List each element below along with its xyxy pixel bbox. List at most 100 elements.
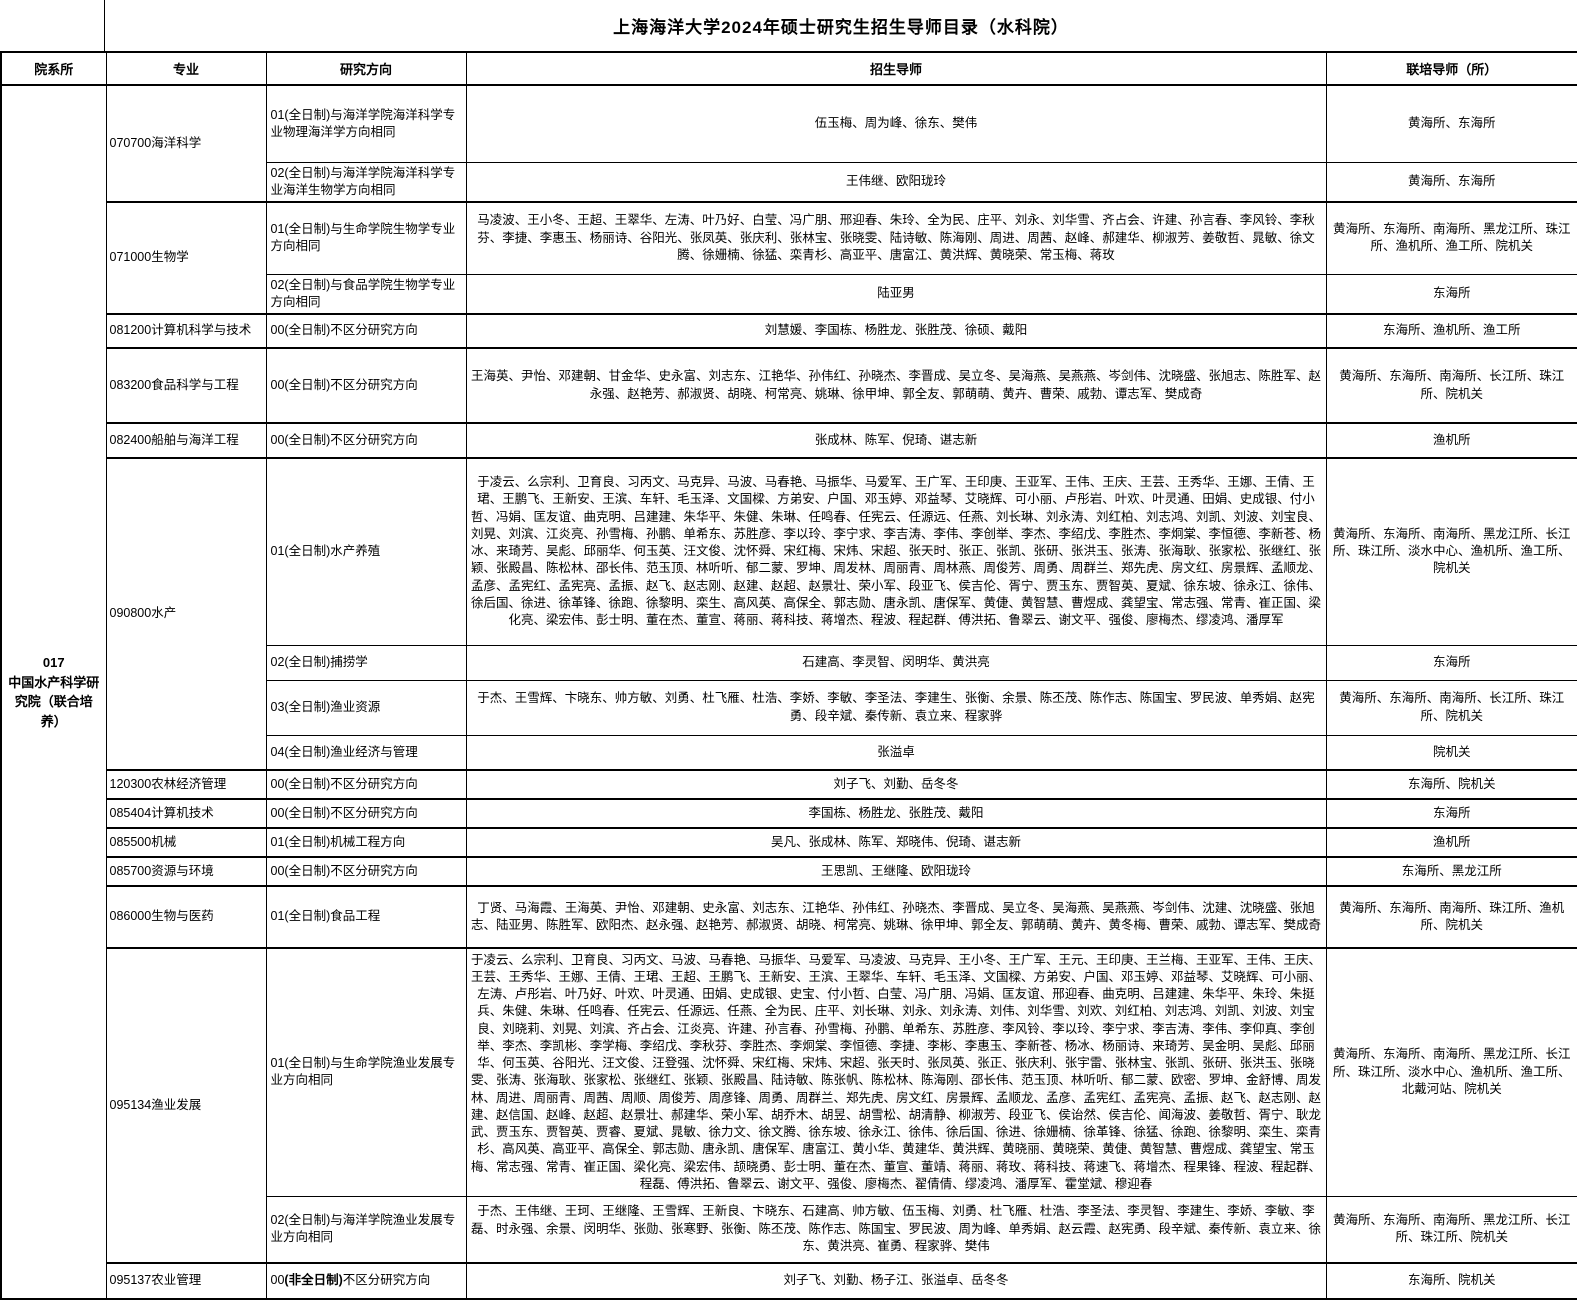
direction-cell: 00(全日制)不区分研究方向	[265, 856, 467, 887]
joint-institutes-cell: 东海所、院机关	[1325, 1262, 1577, 1300]
department-code: 017	[42, 655, 65, 670]
major-cell: 070700海洋科学	[105, 84, 267, 203]
direction-cell: 00(全日制)不区分研究方向	[265, 798, 467, 829]
joint-institutes-cell: 黄海所、东海所、南海所、黑龙江所、长江所、珠江所、院机关	[1325, 1195, 1577, 1264]
joint-institutes-cell: 东海所、院机关	[1325, 769, 1577, 800]
supervisors-cell: 于杰、王伟继、王珂、王继隆、王雪辉、王新良、卞晓东、石建高、帅方敏、伍玉梅、刘勇…	[465, 1195, 1327, 1264]
col-header-major: 专业	[105, 51, 267, 86]
joint-institutes-cell: 院机关	[1325, 734, 1577, 771]
joint-institutes-cell: 黄海所、东海所	[1325, 161, 1577, 203]
supervisors-cell: 马凌波、王小冬、王超、王翠华、左涛、叶乃好、白莹、冯广朋、邢迎春、朱玲、全为民、…	[465, 201, 1327, 275]
table-row: 085500机械 01(全日制)机械工程方向 吴凡、张成林、陈军、郑晓伟、倪琦、谌志…	[1, 827, 1577, 858]
table-row: 017 中国水产科学研究院（联合培养） 070700海洋科学 01(全日制)与海洋学院…	[0, 84, 1577, 1300]
direction-cell: 01(全日制)水产养殖	[265, 457, 467, 646]
col-header-supervisors: 招生导师	[465, 51, 1327, 86]
major-cell: 095134渔业发展	[105, 947, 267, 1264]
joint-institutes-cell: 渔机所	[1325, 422, 1577, 459]
major-cell: 071000生物学	[105, 201, 267, 315]
direction-cell: 01(全日制)食品工程	[265, 885, 467, 949]
joint-institutes-cell: 黄海所、东海所、南海所、黑龙江所、珠江所、渔机所、渔工所、院机关	[1325, 201, 1577, 275]
supervisors-cell: 吴凡、张成林、陈军、郑晓伟、倪琦、谌志新	[465, 827, 1327, 858]
joint-institutes-cell: 渔机所	[1325, 827, 1577, 858]
direction-cell: 02(全日制)与海洋学院海洋科学专业海洋生物学方向相同	[265, 161, 467, 203]
col-header-department: 院系所	[0, 51, 107, 86]
joint-institutes-cell: 东海所	[1325, 273, 1577, 315]
table-row: 02(全日制)捕捞学 石建高、李灵智、闵明华、黄洪亮 东海所	[1, 644, 1577, 681]
supervisors-cell: 于凌云、么宗利、卫育良、习丙文、马克异、马波、马春艳、马振华、马爱军、王广军、王…	[465, 457, 1327, 646]
table-row: 095137农业管理 00(非全日制)不区分研究方向 刘子飞、刘勤、杨子江、张溢卓、…	[1, 1262, 1577, 1300]
direction-cell: 00(全日制)不区分研究方向	[265, 313, 467, 349]
major-cell: 090800水产	[105, 457, 267, 771]
table-body: 017 中国水产科学研究院（联合培养） 070700海洋科学 01(全日制)与海洋学院…	[0, 84, 1577, 1300]
supervisors-cell: 李国栋、杨胜龙、张胜茂、戴阳	[465, 798, 1327, 829]
table-row: 02(全日制)与海洋学院渔业发展专业方向相同 于杰、王伟继、王珂、王继隆、王雪辉、…	[1, 1195, 1577, 1264]
supervisors-cell: 王思凯、王继隆、欧阳珑玲	[465, 856, 1327, 887]
header-row: 院系所 专业 研究方向 招生导师 联培导师（所）	[0, 51, 1577, 86]
direction-cell: 00(全日制)不区分研究方向	[265, 422, 467, 459]
direction-cell: 02(全日制)与食品学院生物学专业方向相同	[265, 273, 467, 315]
supervisors-cell: 刘慧媛、李国栋、杨胜龙、张胜茂、徐硕、戴阳	[465, 313, 1327, 349]
supervisors-cell: 刘子飞、刘勤、岳冬冬	[465, 769, 1327, 800]
direction-cell: 00(全日制)不区分研究方向	[265, 347, 467, 424]
major-cell: 086000生物与医药	[105, 885, 267, 949]
table-row: 02(全日制)与食品学院生物学专业方向相同 陆亚男 东海所	[1, 273, 1577, 315]
joint-institutes-cell: 东海所、渔机所、渔工所	[1325, 313, 1577, 349]
supervisor-table: 院系所 专业 研究方向 招生导师 联培导师（所） 017 中国水产科学研究院（联合…	[0, 51, 1577, 1300]
joint-institutes-cell: 黄海所、东海所、南海所、长江所、珠江所、院机关	[1325, 347, 1577, 424]
direction-cell: 02(全日制)捕捞学	[265, 644, 467, 681]
joint-institutes-cell: 东海所	[1325, 798, 1577, 829]
major-cell: 082400船舶与海洋工程	[105, 422, 267, 459]
department-cell: 017 中国水产科学研究院（联合培养）	[0, 84, 107, 1300]
page-title: 上海海洋大学2024年硕士研究生招生导师目录（水科院）	[613, 18, 1069, 37]
major-cell: 120300农林经济管理	[105, 769, 267, 800]
table-row: 081200计算机科学与技术 00(全日制)不区分研究方向 刘慧媛、李国栋、杨胜龙、…	[1, 313, 1577, 349]
joint-institutes-cell: 黄海所、东海所、南海所、黑龙江所、长江所、珠江所、淡水中心、渔机所、渔工所、北戴…	[1325, 947, 1577, 1197]
direction-cell: 01(全日制)与生命学院渔业发展专业方向相同	[265, 947, 467, 1197]
direction-cell: 01(全日制)与生命学院生物学专业方向相同	[265, 201, 467, 275]
table-row: 120300农林经济管理 00(全日制)不区分研究方向 刘子飞、刘勤、岳冬冬 东海所、…	[1, 769, 1577, 800]
joint-institutes-cell: 黄海所、东海所、南海所、珠江所、渔机所、院机关	[1325, 885, 1577, 949]
table-row: 02(全日制)与海洋学院海洋科学专业海洋生物学方向相同 王伟继、欧阳珑玲 黄海所、东…	[1, 161, 1577, 203]
supervisors-cell: 张溢卓	[465, 734, 1327, 771]
direction-cell: 01(全日制)与海洋学院海洋科学专业物理海洋学方向相同	[265, 84, 467, 163]
supervisors-cell: 王海英、尹怡、邓建朝、甘金华、史永富、刘志东、江艳华、孙伟红、孙晓杰、李晋成、吴…	[465, 347, 1327, 424]
table-row: 082400船舶与海洋工程 00(全日制)不区分研究方向 张成林、陈军、倪琦、谌志新…	[1, 422, 1577, 459]
direction-cell: 00(全日制)不区分研究方向	[265, 769, 467, 800]
supervisors-cell: 石建高、李灵智、闵明华、黄洪亮	[465, 644, 1327, 681]
corner-cell	[0, 0, 105, 51]
col-header-direction: 研究方向	[265, 51, 467, 86]
major-cell: 095137农业管理	[105, 1262, 267, 1300]
supervisors-cell: 伍玉梅、周为峰、徐东、樊伟	[465, 84, 1327, 163]
direction-cell: 01(全日制)机械工程方向	[265, 827, 467, 858]
supervisors-cell: 刘子飞、刘勤、杨子江、张溢卓、岳冬冬	[465, 1262, 1327, 1300]
direction-cell: 00(非全日制)不区分研究方向	[265, 1262, 467, 1300]
major-cell: 085700资源与环境	[105, 856, 267, 887]
major-cell: 085404计算机技术	[105, 798, 267, 829]
table-row: 071000生物学 01(全日制)与生命学院生物学专业方向相同 马凌波、王小冬、王超…	[1, 201, 1577, 315]
supervisors-cell: 于杰、王雪辉、卞晓东、帅方敏、刘勇、杜飞雁、杜浩、李娇、李敏、李圣法、李建生、张…	[465, 679, 1327, 736]
major-cell: 083200食品科学与工程	[105, 347, 267, 424]
table-row: 090800水产 01(全日制)水产养殖 于凌云、么宗利、卫育良、习丙文、马克异、马…	[1, 457, 1577, 771]
supervisors-cell: 张成林、陈军、倪琦、谌志新	[465, 422, 1327, 459]
table-row: 085700资源与环境 00(全日制)不区分研究方向 王思凯、王继隆、欧阳珑玲 东海所…	[1, 856, 1577, 887]
department-name: 中国水产科学研究院（联合培养）	[8, 674, 100, 729]
table-row: 083200食品科学与工程 00(全日制)不区分研究方向 王海英、尹怡、邓建朝、甘金…	[1, 347, 1577, 424]
table-row: 03(全日制)渔业资源 于杰、王雪辉、卞晓东、帅方敏、刘勇、杜飞雁、杜浩、李娇、李…	[1, 679, 1577, 736]
supervisors-cell: 丁贤、马海霞、王海英、尹怡、邓建朝、史永富、刘志东、江艳华、孙伟红、孙晓杰、李晋…	[465, 885, 1327, 949]
joint-institutes-cell: 东海所	[1325, 644, 1577, 681]
direction-cell: 02(全日制)与海洋学院渔业发展专业方向相同	[265, 1195, 467, 1264]
direction-cell: 04(全日制)渔业经济与管理	[265, 734, 467, 771]
joint-institutes-cell: 东海所、黑龙江所	[1325, 856, 1577, 887]
major-cell: 081200计算机科学与技术	[105, 313, 267, 349]
direction-cell: 03(全日制)渔业资源	[265, 679, 467, 736]
supervisors-cell: 陆亚男	[465, 273, 1327, 315]
table-row: 085404计算机技术 00(全日制)不区分研究方向 李国栋、杨胜龙、张胜茂、戴阳东…	[1, 798, 1577, 829]
major-cell: 085500机械	[105, 827, 267, 858]
joint-institutes-cell: 黄海所、东海所	[1325, 84, 1577, 163]
supervisors-cell: 于凌云、么宗利、卫育良、习丙文、马波、马春艳、马振华、马爱军、马凌波、马克异、王…	[465, 947, 1327, 1197]
table-row: 095134渔业发展 01(全日制)与生命学院渔业发展专业方向相同 于凌云、么宗利、…	[1, 947, 1577, 1264]
col-header-joint-institutes: 联培导师（所）	[1325, 51, 1577, 86]
joint-institutes-cell: 黄海所、东海所、南海所、长江所、珠江所、院机关	[1325, 679, 1577, 736]
supervisors-cell: 王伟继、欧阳珑玲	[465, 161, 1327, 203]
